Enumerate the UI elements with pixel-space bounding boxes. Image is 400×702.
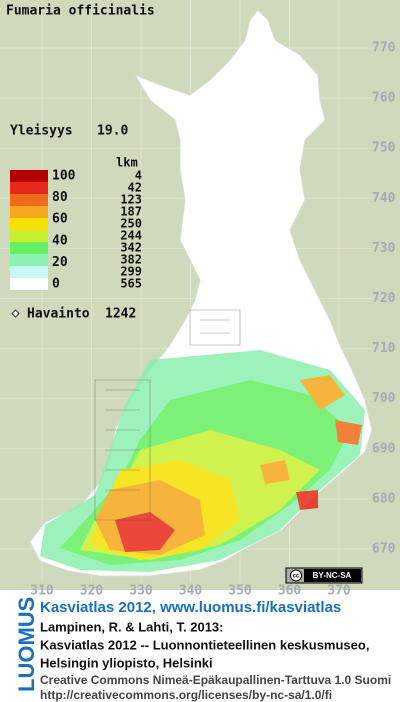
legend-count: 565 [120,277,142,291]
y-tick-label: 680 [372,491,396,506]
legend-swatch [10,242,48,254]
badge-icon-text: cc [293,574,300,580]
species-title: Fumaria officinalis [6,4,155,19]
legend-count: 4 [135,169,142,183]
citation-line: Lampinen, R. & Lahti, T. 2013: [40,619,223,634]
frequency-value: 19.0 [97,124,128,139]
y-tick-label: 740 [372,191,396,206]
y-tick-label: 670 [372,542,396,557]
observation-symbol [11,309,20,318]
x-tick-label: 330 [129,584,153,599]
legend-count: 299 [120,265,142,279]
logo: LUOMUS [14,597,39,692]
badge-text: BY-NC-SA [313,571,352,580]
y-tick-label: 710 [372,341,396,356]
legend-swatch [10,206,48,218]
count-header: lkm [116,156,138,170]
legend-count: 382 [120,253,142,267]
y-tick-label: 700 [372,391,396,406]
legend-scale-label: 80 [52,190,68,205]
observation-pattern [94,309,241,521]
legend-scale-label: 40 [52,233,68,248]
legend-swatch [10,230,48,242]
x-tick-label: 320 [80,584,104,599]
legend-swatch [10,266,48,278]
legend-swatch [10,278,48,290]
y-tick-label: 720 [372,291,396,306]
legend-count: 123 [120,193,142,207]
atlas-link[interactable]: Kasviatlas 2012, www.luomus.fi/kasviatla… [40,599,341,616]
legend-swatch [10,170,48,182]
legend-scale-label: 20 [52,255,68,270]
axes: 770 760 750 740 730 720 710 700 690 680 670 310 320 3… [30,41,395,599]
legend-count: 42 [128,181,142,195]
license-url[interactable]: http://creativecommons.org/licenses/by-n… [40,688,332,702]
observation-count: 1242 [105,307,136,322]
citation-line: Kasviatlas 2012 -- Luonnontieteellinen k… [40,637,369,652]
observation-label: Havainto [27,307,90,322]
legend-scale-label: 0 [52,277,60,292]
y-tick-label: 760 [372,91,396,106]
y-tick-label: 750 [372,141,396,156]
legend-swatch [10,218,48,230]
x-tick-label: 310 [30,584,54,599]
y-tick-label: 730 [372,241,396,256]
legend-scale-label: 60 [52,212,68,227]
badge-icon [290,569,302,582]
frequency-label: Yleisyys [10,124,73,139]
legend-count: 342 [120,241,142,255]
license-text: Creative Commons Nimeä-Epäkaupallinen-Ta… [40,673,391,687]
y-tick-label: 770 [372,41,396,56]
legend-scale-label: 100 [52,169,76,184]
x-tick-label: 350 [228,584,252,599]
legend-swatch [10,182,48,194]
y-tick-label: 690 [372,441,396,456]
x-tick-label: 370 [327,584,351,599]
legend-count: 187 [120,205,142,219]
legend-count: 244 [120,229,142,243]
x-tick-label: 340 [179,584,203,599]
citation-line: Helsingin yliopisto, Helsinki [40,655,213,670]
badge-text-bg [304,569,361,582]
legend-count: 250 [120,217,142,231]
legend-swatch [10,254,48,266]
license-badge: cc BY-NC-SA [285,567,363,584]
x-tick-label: 360 [278,584,302,599]
legend-swatch [10,194,48,206]
